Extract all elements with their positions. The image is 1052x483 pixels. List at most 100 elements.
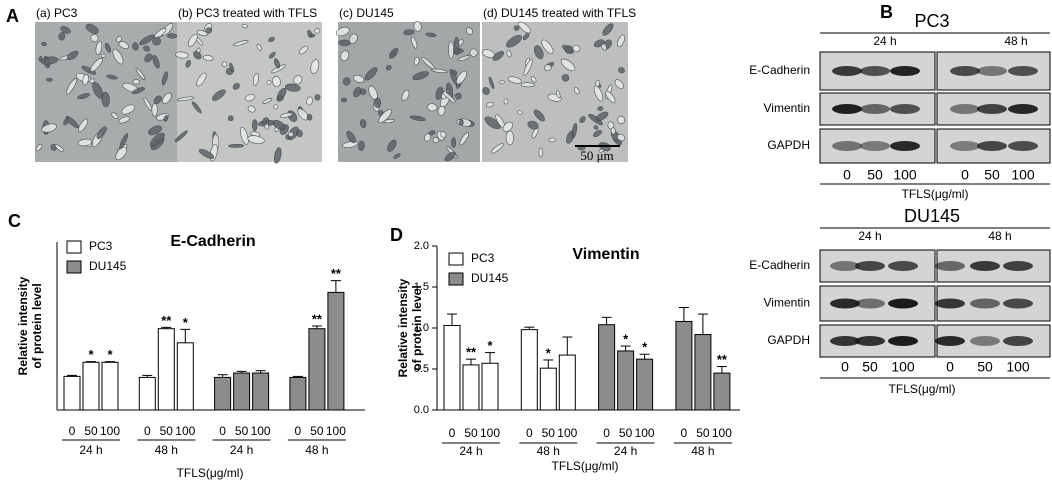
significance: * xyxy=(546,345,552,360)
cell xyxy=(593,39,605,48)
band xyxy=(970,298,1000,309)
cell xyxy=(507,76,522,84)
x-tick-label: 0 xyxy=(681,426,688,440)
cell xyxy=(193,51,202,60)
cell xyxy=(273,147,282,164)
band xyxy=(977,104,1007,114)
group-label: 48 h xyxy=(155,443,178,457)
bar xyxy=(157,328,175,411)
band xyxy=(1003,261,1033,271)
band xyxy=(830,336,860,346)
chart-title: Vimentin xyxy=(572,246,639,263)
cell xyxy=(571,122,578,139)
cell xyxy=(466,27,473,35)
bar xyxy=(101,361,119,411)
bar xyxy=(558,354,576,411)
cell xyxy=(196,29,208,37)
band xyxy=(1003,336,1033,346)
cell xyxy=(252,72,259,86)
cell xyxy=(35,143,43,152)
significance: * xyxy=(107,347,113,362)
cell xyxy=(393,153,401,159)
group-label: 48 h xyxy=(691,444,714,458)
significance: ** xyxy=(717,352,728,367)
time-label: 24 h xyxy=(858,229,881,243)
cell xyxy=(340,97,348,103)
cell xyxy=(617,115,626,125)
y-tick-label: 0.0 xyxy=(414,404,429,416)
cell xyxy=(77,138,93,147)
bar xyxy=(598,324,616,411)
cell xyxy=(373,97,381,109)
group-label: 24 h xyxy=(230,443,253,457)
x-tick-label: 50 xyxy=(84,424,98,438)
cell xyxy=(148,125,162,136)
x-tick-label: 50 xyxy=(696,426,710,440)
cell xyxy=(614,79,624,89)
bar xyxy=(63,375,81,411)
x-tick-label: 50 xyxy=(464,426,478,440)
x-tick-label: 100 xyxy=(251,424,271,438)
cell xyxy=(251,119,258,132)
cell xyxy=(268,36,275,43)
band xyxy=(890,141,920,151)
bar xyxy=(443,325,461,411)
cell xyxy=(240,127,249,145)
cell xyxy=(185,60,191,68)
cell xyxy=(543,64,552,72)
x-tick-label: 0 xyxy=(69,424,76,438)
dose-label: 0 xyxy=(841,359,849,375)
cell xyxy=(111,112,119,119)
cell xyxy=(131,87,146,95)
band xyxy=(1008,141,1038,151)
cell xyxy=(212,89,226,101)
cell xyxy=(579,116,586,124)
cell xyxy=(92,81,104,99)
y-axis-label: Relative intensity xyxy=(16,276,30,375)
band xyxy=(855,261,885,271)
bar xyxy=(289,376,307,411)
x-tick-label: 100 xyxy=(100,424,120,438)
x-tick-label: 50 xyxy=(160,424,174,438)
cell xyxy=(469,48,478,57)
x-tick-label: 100 xyxy=(557,426,577,440)
legend-label: DU145 xyxy=(89,259,127,273)
cell xyxy=(268,51,276,59)
cell xyxy=(277,88,287,100)
image-label: (c) DU145 xyxy=(339,6,394,20)
cell xyxy=(106,74,118,80)
cell xyxy=(244,94,256,102)
chart-title: E-Cadherin xyxy=(170,233,255,250)
time-label: 24 h xyxy=(873,34,896,48)
band xyxy=(832,104,862,114)
cell xyxy=(424,133,431,142)
x-axis-label: TFLS(μg/ml) xyxy=(902,187,969,201)
cell xyxy=(490,143,504,154)
cell xyxy=(593,85,604,102)
cell xyxy=(272,76,281,88)
significance: * xyxy=(183,315,189,330)
cell xyxy=(143,45,151,52)
cell xyxy=(522,32,530,41)
cell xyxy=(378,109,392,124)
cell xyxy=(455,92,462,100)
cell xyxy=(516,110,523,115)
cell xyxy=(499,80,505,85)
band xyxy=(935,336,965,346)
band xyxy=(935,298,965,309)
cell xyxy=(338,39,351,47)
cell xyxy=(307,30,313,38)
significance: ** xyxy=(331,266,342,281)
cell xyxy=(273,104,279,110)
band xyxy=(860,66,890,76)
cell xyxy=(100,53,107,58)
cell xyxy=(96,126,107,139)
cell xyxy=(191,101,202,114)
cell xyxy=(174,130,188,143)
group-label: 24 h xyxy=(459,444,482,458)
cell xyxy=(187,33,198,47)
dose-label: 100 xyxy=(891,359,915,375)
protein-label: E-Cadherin xyxy=(749,63,810,77)
bar xyxy=(308,328,326,411)
cell xyxy=(139,34,155,46)
